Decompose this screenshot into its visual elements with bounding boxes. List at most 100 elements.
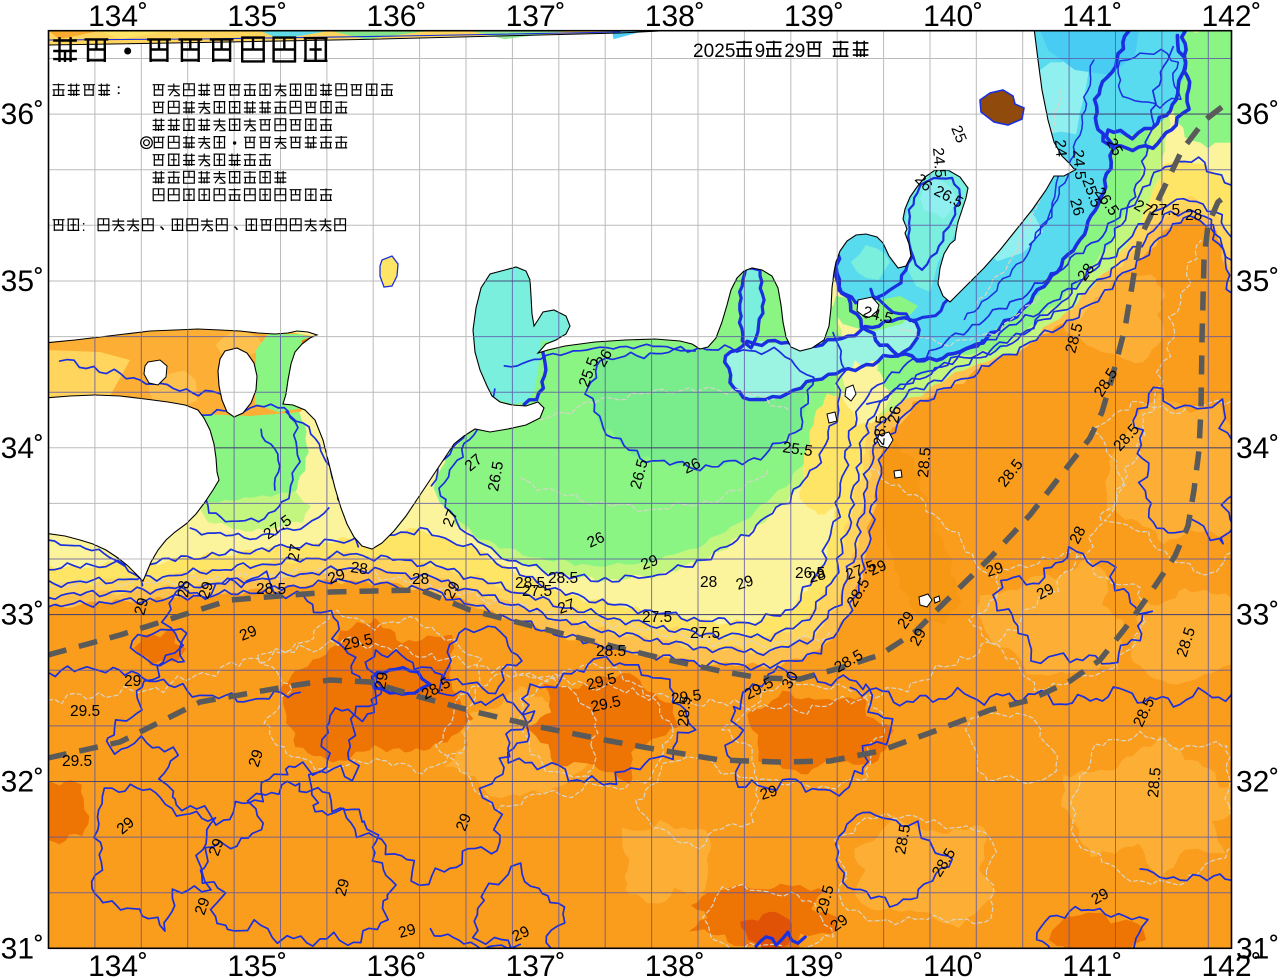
svg-text:28: 28 [700, 574, 717, 591]
svg-text:29: 29 [867, 557, 890, 580]
svg-text:28: 28 [1074, 260, 1098, 284]
svg-text:135˚: 135˚ [227, 950, 287, 980]
svg-text:29.5: 29.5 [589, 693, 622, 716]
svg-text:139˚: 139˚ [784, 950, 844, 980]
svg-text:29.5: 29.5 [62, 753, 92, 770]
svg-text::: : [82, 219, 86, 235]
svg-text:29: 29 [131, 596, 152, 617]
svg-text:29.5: 29.5 [341, 631, 374, 654]
svg-text:27.5: 27.5 [1150, 202, 1180, 219]
svg-text:29: 29 [984, 559, 1006, 580]
svg-text:26: 26 [593, 347, 616, 370]
svg-text:135˚: 135˚ [227, 0, 287, 33]
svg-text:29: 29 [1089, 885, 1112, 908]
svg-text:29: 29 [758, 782, 780, 803]
svg-text:24.5: 24.5 [1069, 149, 1089, 181]
svg-text:136˚: 136˚ [366, 0, 426, 33]
svg-text:29: 29 [206, 836, 228, 858]
svg-text:27: 27 [440, 507, 462, 529]
svg-text:29: 29 [453, 811, 475, 833]
svg-text:28.5: 28.5 [1145, 767, 1165, 799]
svg-text:29: 29 [124, 673, 141, 690]
svg-text:29: 29 [639, 552, 661, 574]
svg-text:35˚: 35˚ [1236, 265, 1279, 298]
svg-text:138˚: 138˚ [645, 0, 705, 33]
svg-text:27: 27 [1131, 197, 1154, 220]
svg-text:29: 29 [332, 877, 353, 898]
svg-text:142˚: 142˚ [1201, 0, 1261, 33]
svg-text:29.5: 29.5 [70, 703, 100, 720]
svg-text:35˚: 35˚ [1, 265, 44, 298]
svg-text:141˚: 141˚ [1062, 0, 1122, 33]
svg-text:28.5: 28.5 [871, 415, 891, 447]
svg-text:140˚: 140˚ [923, 950, 983, 980]
svg-text:138˚: 138˚ [645, 950, 705, 980]
svg-text:26: 26 [585, 529, 608, 552]
svg-text:142˚: 142˚ [1201, 950, 1261, 980]
svg-text:36˚: 36˚ [1236, 98, 1279, 131]
svg-text:32˚: 32˚ [1, 766, 44, 799]
svg-text:34˚: 34˚ [1, 432, 44, 465]
svg-text:29: 29 [192, 895, 214, 917]
svg-text:26.5: 26.5 [795, 565, 825, 582]
svg-text:29: 29 [372, 671, 392, 691]
svg-text:140˚: 140˚ [923, 0, 983, 33]
svg-text:134˚: 134˚ [88, 950, 148, 980]
svg-text:26: 26 [885, 405, 905, 425]
svg-text:28: 28 [807, 566, 828, 587]
svg-text:28.5: 28.5 [596, 643, 626, 660]
svg-text:29: 29 [907, 626, 930, 649]
svg-text:28: 28 [1067, 524, 1090, 547]
svg-text:137˚: 137˚ [506, 950, 566, 980]
svg-text:27.5: 27.5 [690, 625, 720, 642]
svg-text:9: 9 [795, 41, 806, 62]
svg-text:29: 29 [397, 921, 418, 942]
svg-text:25: 25 [947, 123, 969, 145]
svg-text:29: 29 [1034, 580, 1057, 603]
svg-text:134˚: 134˚ [88, 0, 148, 33]
svg-text:32˚: 32˚ [1236, 766, 1279, 799]
svg-text:139˚: 139˚ [784, 0, 844, 33]
svg-text:2: 2 [784, 41, 795, 62]
svg-text:141˚: 141˚ [1062, 950, 1122, 980]
svg-text:33˚: 33˚ [1, 599, 44, 632]
svg-text:28.5: 28.5 [675, 696, 695, 728]
svg-text:29: 29 [734, 572, 756, 593]
svg-text:28: 28 [412, 571, 429, 588]
svg-text:137˚: 137˚ [506, 0, 566, 33]
svg-text:9: 9 [755, 41, 766, 62]
svg-text:30: 30 [779, 668, 803, 692]
svg-text:5: 5 [725, 41, 736, 62]
svg-text:26.5: 26.5 [485, 460, 507, 493]
svg-text:28: 28 [175, 580, 193, 599]
svg-text:28.5: 28.5 [548, 570, 578, 587]
svg-text:28.5: 28.5 [515, 575, 545, 592]
svg-text:26: 26 [1066, 197, 1087, 218]
svg-text:24.5: 24.5 [929, 147, 949, 179]
svg-text:27: 27 [556, 596, 578, 618]
svg-text:29: 29 [441, 579, 464, 602]
svg-text:25.5: 25.5 [781, 439, 813, 460]
svg-text:29: 29 [828, 911, 852, 935]
svg-text:29: 29 [196, 580, 217, 602]
svg-text:24: 24 [1051, 139, 1069, 158]
svg-text:25: 25 [1103, 136, 1126, 159]
svg-text:2: 2 [693, 41, 704, 62]
svg-text:29: 29 [246, 748, 267, 770]
svg-text:28: 28 [349, 559, 368, 578]
svg-text:27.5: 27.5 [522, 583, 552, 600]
svg-text:28.5: 28.5 [915, 447, 935, 479]
svg-text:27: 27 [285, 543, 305, 563]
svg-text:27.5: 27.5 [642, 609, 672, 626]
svg-text:29.5: 29.5 [585, 670, 618, 694]
svg-text:29: 29 [237, 622, 259, 644]
svg-text:36˚: 36˚ [1, 98, 44, 131]
svg-text:2: 2 [714, 41, 725, 62]
svg-text:0: 0 [704, 41, 715, 62]
svg-text:29: 29 [326, 566, 348, 588]
svg-text:28.5: 28.5 [892, 823, 914, 856]
svg-text:34˚: 34˚ [1236, 432, 1279, 465]
svg-text:26: 26 [681, 455, 704, 478]
svg-text:29: 29 [894, 608, 918, 632]
svg-text:28: 28 [1185, 207, 1202, 224]
